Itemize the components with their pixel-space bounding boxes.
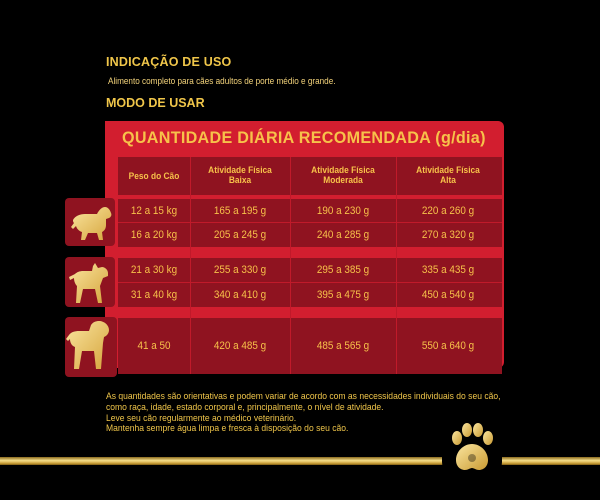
cell-moderada: 240 a 285 g — [316, 229, 370, 241]
small-dog-icon — [65, 198, 115, 246]
cell-baixa: 420 a 485 g — [213, 340, 267, 352]
paw-icon — [442, 418, 502, 482]
feeding-table-title: QUANTIDADE DIÁRIA RECOMENDADA (g/dia) — [122, 128, 486, 147]
cell-peso: 31 a 40 kg — [130, 289, 178, 301]
table-row — [118, 199, 502, 223]
table-row — [118, 283, 502, 307]
header-alta: Atividade Física Alta — [416, 165, 480, 186]
modo-title: MODO DE USAR — [106, 96, 205, 110]
cell-alta: 270 a 320 g — [421, 229, 475, 241]
cell-peso: 12 a 15 kg — [130, 205, 178, 217]
cell-moderada: 395 a 475 g — [316, 289, 370, 301]
feeding-notes: As quantidades são orientativas e podem … — [106, 391, 502, 435]
large-dog-icon — [65, 317, 117, 377]
header-baixa: Atividade Física Baixa — [208, 165, 272, 186]
cell-alta: 550 a 640 g — [421, 340, 475, 352]
cell-baixa: 255 a 330 g — [213, 264, 267, 276]
column-divider — [396, 157, 397, 374]
note-line: Leve seu cão regularmente ao médico vete… — [106, 412, 297, 424]
note-line: As quantidades são orientativas e podem … — [106, 391, 501, 402]
indicacao-title: INDICAÇÃO DE USO — [106, 55, 232, 69]
cell-baixa: 340 a 410 g — [213, 289, 267, 301]
cell-peso: 41 a 50 — [137, 340, 171, 352]
column-divider — [190, 157, 191, 374]
gold-divider — [0, 457, 600, 465]
medium-dog-icon — [65, 257, 115, 307]
cell-alta: 450 a 540 g — [421, 289, 475, 301]
header-peso: Peso do Cão — [128, 171, 180, 182]
table-header-row — [118, 157, 502, 195]
cell-baixa: 205 a 245 g — [213, 229, 267, 241]
note-line: Mantenha sempre água limpa e fresca à di… — [106, 423, 349, 435]
row-divider — [118, 282, 502, 283]
note-line: como raça, idade, estado corporal e, pri… — [106, 401, 384, 413]
table-row — [118, 223, 502, 247]
cell-baixa: 165 a 195 g — [213, 205, 267, 217]
header-moderada: Atividade Física Moderada — [311, 165, 375, 186]
cell-alta: 220 a 260 g — [421, 205, 475, 217]
cell-peso: 21 a 30 kg — [130, 264, 178, 276]
table-row — [118, 258, 502, 282]
cell-moderada: 190 a 230 g — [316, 205, 370, 217]
table-row — [118, 318, 502, 374]
cell-alta: 335 a 435 g — [421, 264, 475, 276]
indicacao-text: Alimento completo para cães adultos de p… — [108, 76, 336, 87]
cell-peso: 16 a 20 kg — [130, 229, 178, 241]
column-divider — [290, 157, 291, 374]
row-divider — [118, 222, 502, 223]
cell-moderada: 295 a 385 g — [316, 264, 370, 276]
cell-moderada: 485 a 565 g — [316, 340, 370, 352]
